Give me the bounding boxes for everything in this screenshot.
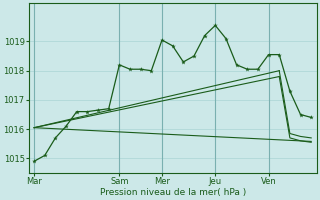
- X-axis label: Pression niveau de la mer( hPa ): Pression niveau de la mer( hPa ): [100, 188, 246, 197]
